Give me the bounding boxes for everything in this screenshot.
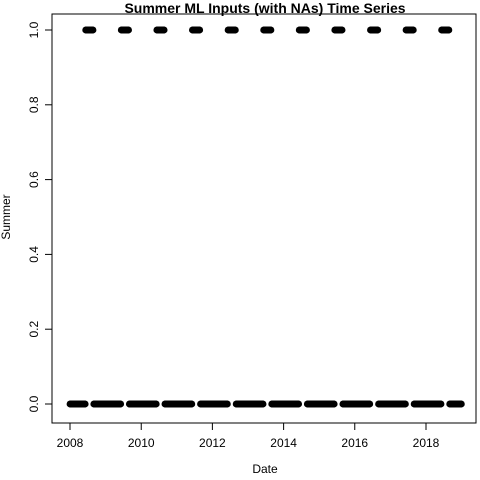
x-tick-label-2016: 2016 (341, 436, 368, 450)
data-point (223, 400, 231, 408)
y-tick-label-0.2: 0.2 (27, 321, 41, 338)
data-point (402, 400, 409, 408)
data-point (366, 400, 374, 408)
data-point (445, 26, 453, 34)
data-point (117, 400, 125, 408)
data-point (89, 26, 97, 34)
data-point (160, 26, 168, 34)
data-point (338, 26, 346, 34)
y-tick-label-0.4: 0.4 (27, 246, 41, 263)
data-point (259, 400, 267, 408)
y-tick-label-1.0: 1.0 (27, 21, 41, 38)
data-point (303, 26, 310, 34)
plot-frame (51, 13, 477, 424)
chart-title: Summer ML Inputs (with NAs) Time Series (124, 0, 405, 16)
y-tick-label-0.8: 0.8 (27, 96, 41, 113)
y-tick-label-0.0: 0.0 (27, 395, 41, 412)
data-point (409, 26, 417, 34)
x-tick-label-2008: 2008 (57, 436, 84, 450)
data-point (295, 400, 303, 408)
y-tick-label-0.6: 0.6 (27, 171, 41, 188)
x-axis-label: Date (252, 462, 278, 476)
plot-area (51, 13, 477, 424)
data-point (152, 400, 160, 408)
data-points (66, 26, 465, 408)
y-axis-label: Summer (0, 194, 13, 239)
y-axis: 0.0 0.2 0.4 0.6 0.8 1.0 (27, 21, 53, 412)
x-tick-label-2010: 2010 (128, 436, 155, 450)
x-tick-label-2012: 2012 (199, 436, 226, 450)
x-tick-label-2018: 2018 (413, 436, 440, 450)
data-point (196, 26, 204, 34)
data-point (81, 400, 89, 408)
data-point (188, 400, 196, 408)
data-point (330, 400, 338, 408)
data-point (267, 26, 275, 34)
data-point (374, 26, 382, 34)
data-point (437, 400, 445, 408)
data-point (457, 400, 465, 408)
x-tick-label-2014: 2014 (270, 436, 297, 450)
data-point (231, 26, 239, 34)
data-point (125, 26, 132, 34)
x-axis: 2008 2010 2012 2014 2016 2018 (57, 422, 440, 450)
